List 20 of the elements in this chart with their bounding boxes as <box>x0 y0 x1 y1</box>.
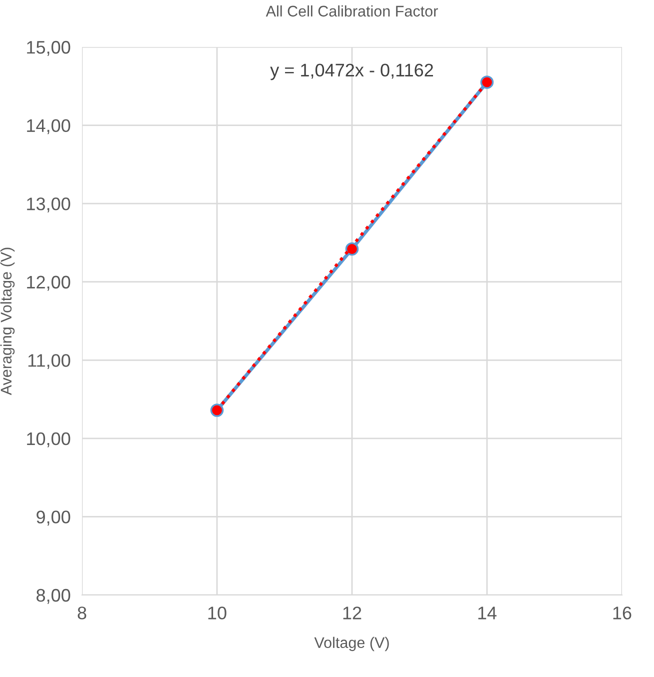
y-tick-label: 13,00 <box>27 198 70 212</box>
point <box>480 76 494 89</box>
annotation: y = 1,0472x - 0,1162 <box>270 64 433 80</box>
y-tick-label: 10,00 <box>27 432 70 448</box>
x-tick-label: 10 <box>208 606 226 620</box>
chart-title: All Cell Calibration Factor <box>266 5 438 17</box>
x-tick-label: 12 <box>343 606 362 620</box>
y-tick-label: 12,00 <box>27 276 70 291</box>
x-tick-label: 14 <box>478 606 497 620</box>
y-axis-title: Averaging Voltage (V) <box>0 248 15 396</box>
y-tick-label: 9,00 <box>36 510 70 526</box>
point <box>345 242 359 256</box>
x-axis-title: Voltage (V) <box>314 636 389 652</box>
x-tick-label: 16 <box>613 606 632 620</box>
x-tick-label: 8 <box>78 606 86 620</box>
point <box>210 404 224 417</box>
y-tick-label: 8,00 <box>36 588 70 604</box>
y-tick-label: 15,00 <box>27 40 70 56</box>
y-tick-label: 11,00 <box>28 354 70 369</box>
y-tick-label: 14,00 <box>27 119 70 134</box>
